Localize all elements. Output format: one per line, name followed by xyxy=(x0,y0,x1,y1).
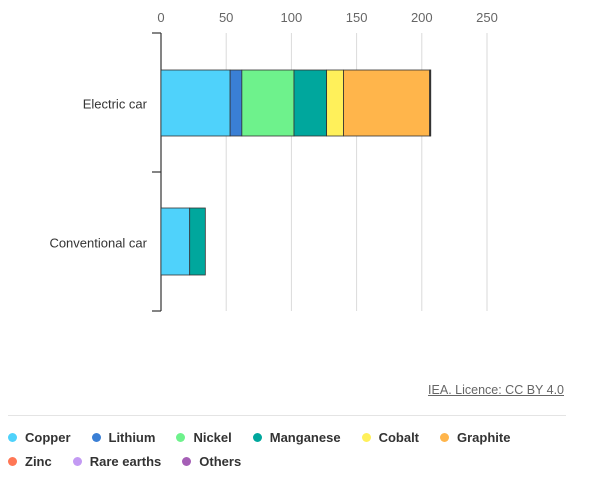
bar-electric-car-copper xyxy=(160,69,231,137)
bar-electric-car-others xyxy=(429,69,432,137)
legend-label-zinc: Zinc xyxy=(25,453,52,469)
legend-swatch-others xyxy=(182,456,192,466)
legend-swatch-lithium xyxy=(91,432,101,442)
x-tick-label-50: 50 xyxy=(219,10,233,25)
legend-label-copper: Copper xyxy=(25,429,71,445)
bar-electric-car-cobalt xyxy=(326,69,344,137)
legend-item-lithium[interactable]: Lithium xyxy=(91,429,156,445)
credit-link[interactable]: IEA. Licence: CC BY 4.0 xyxy=(428,383,564,397)
legend-swatch-zinc xyxy=(8,456,17,466)
x-tick-label-0: 0 xyxy=(157,10,164,25)
legend-swatch-copper xyxy=(8,432,17,442)
legend: Copper Lithium Nickel Manganese Cobalt Graphi… xyxy=(8,429,568,469)
bar-electric-car-lithium xyxy=(229,69,243,137)
x-tick-label-150: 150 xyxy=(346,10,368,25)
legend-item-nickel[interactable]: Nickel xyxy=(176,429,232,445)
legend-item-graphite[interactable]: Graphite xyxy=(440,429,510,445)
legend-label-graphite: Graphite xyxy=(457,429,511,445)
legend-item-cobalt[interactable]: Cobalt xyxy=(361,429,420,445)
chart-area: 0 50 100 150 200 250 Electric car Conventional … xyxy=(49,10,498,312)
legend-label-cobalt: Cobalt xyxy=(378,429,420,445)
legend-swatch-rare-earths xyxy=(72,456,82,466)
bar-electric-car-graphite xyxy=(343,69,431,137)
x-tick-label-250: 250 xyxy=(476,10,498,25)
legend-label-nickel: Nickel xyxy=(193,429,232,445)
legend-item-others[interactable]: Others xyxy=(182,453,241,469)
x-tick-label-100: 100 xyxy=(281,10,303,25)
legend-swatch-nickel xyxy=(176,432,186,442)
bar-conventional-car-copper xyxy=(160,207,191,276)
category-label-electric-car: Electric car xyxy=(83,97,148,112)
x-tick-label-200: 200 xyxy=(411,10,433,25)
legend-item-copper[interactable]: Copper xyxy=(8,429,71,445)
bar-conventional-car-manganese xyxy=(189,207,206,276)
legend-divider xyxy=(8,415,566,416)
legend-swatch-cobalt xyxy=(361,432,371,442)
legend-label-manganese: Manganese xyxy=(269,429,341,445)
legend-swatch-manganese xyxy=(252,432,262,442)
category-label-conventional-car: Conventional car xyxy=(49,236,147,251)
legend-item-rare-earths[interactable]: Rare earths xyxy=(72,453,162,469)
legend-label-others: Others xyxy=(199,453,242,469)
legend-label-lithium: Lithium xyxy=(108,429,156,445)
bar-electric-car-nickel xyxy=(241,69,295,137)
legend-label-rare-earths: Rare earths xyxy=(89,453,162,469)
bar-electric-car-manganese xyxy=(293,69,328,137)
legend-item-manganese[interactable]: Manganese xyxy=(252,429,341,445)
legend-swatch-graphite xyxy=(440,432,450,442)
legend-item-zinc[interactable]: Zinc xyxy=(8,453,52,469)
